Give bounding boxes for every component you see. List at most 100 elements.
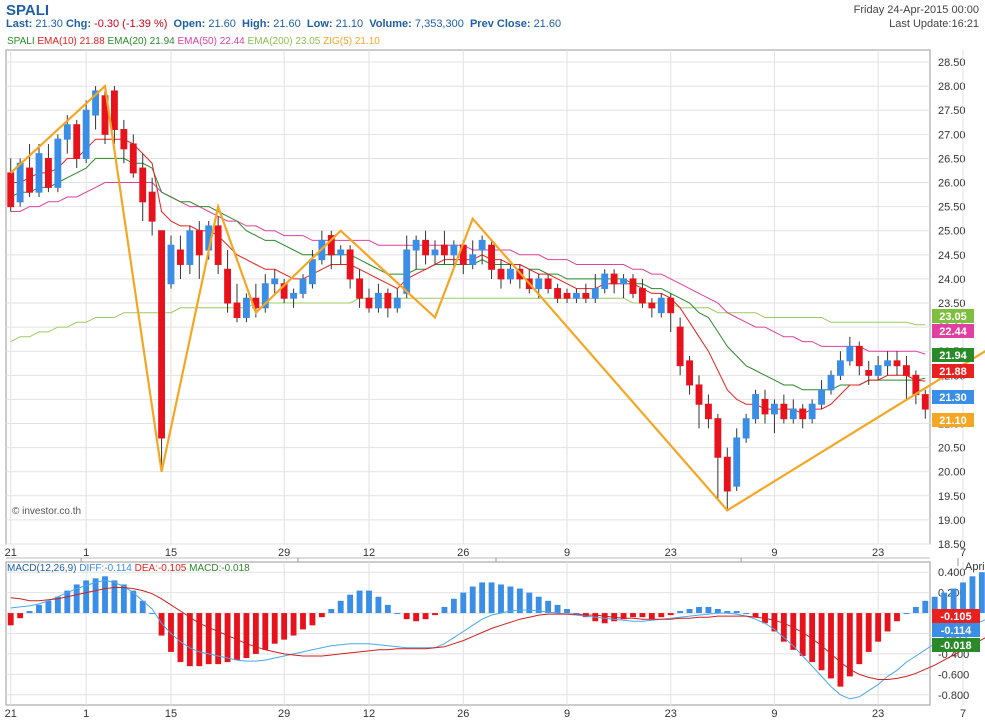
last-update: Last Update:16:21 — [889, 18, 979, 30]
candle — [789, 399, 797, 424]
macd-bar — [139, 600, 146, 614]
candle — [422, 230, 429, 265]
candle — [195, 221, 203, 279]
price-axis-tick-25.50: 25.50 — [938, 202, 966, 214]
macd-bar — [837, 613, 844, 687]
candle-body — [723, 456, 731, 492]
macd-tag-label: -0.114 — [941, 625, 972, 637]
candle-body — [780, 403, 788, 420]
quote-header: SPALI Last: 21.30 Chg: -0.30 (-1.39 %) O… — [0, 0, 985, 36]
candle — [101, 90, 109, 144]
macd-bar — [960, 582, 966, 614]
macd-bar — [130, 590, 137, 614]
macd-bar — [922, 600, 929, 614]
quote-line: Last: 21.30 Chg: -0.30 (-1.39 %) Open: 2… — [6, 18, 561, 30]
candle-body — [601, 273, 609, 290]
candle-body — [35, 153, 43, 193]
prevclose-value: 21.60 — [533, 18, 562, 30]
candle — [639, 278, 646, 308]
price-axis-tick-18.50: 18.50 — [938, 539, 966, 551]
candle-body — [676, 326, 684, 367]
macd-tag--0.114: -0.114 — [932, 623, 980, 637]
candle-body — [865, 369, 873, 376]
x-tick-23: 23 — [665, 547, 677, 559]
macd-bar — [846, 613, 853, 677]
macd-bar — [460, 592, 467, 614]
macd-bar — [92, 578, 99, 614]
candle — [620, 274, 627, 299]
candle — [921, 389, 929, 419]
macd-bar — [356, 590, 363, 614]
x-tick-9: 9 — [771, 547, 777, 559]
candle — [365, 288, 373, 313]
candle-body — [478, 239, 486, 251]
candle — [893, 351, 901, 376]
candle-body — [92, 90, 99, 116]
candle — [214, 216, 222, 275]
macd-bar — [384, 604, 391, 614]
candle — [309, 250, 316, 289]
candle — [714, 413, 722, 501]
price-axis-tick-28.00: 28.00 — [938, 81, 966, 93]
x-tick-29: 29 — [278, 547, 290, 559]
macd-bar — [903, 613, 910, 615]
price-tag-23.05: 23.05 — [932, 309, 974, 323]
candle-body — [554, 288, 561, 299]
candle-body — [111, 90, 118, 131]
macd-bar — [648, 613, 655, 620]
candle — [610, 269, 618, 294]
candle-body — [54, 138, 62, 188]
high-value: 21.60 — [273, 18, 301, 30]
candle-body — [299, 278, 307, 294]
macd-bar — [743, 613, 750, 615]
candle-body — [365, 297, 373, 309]
candle-body — [337, 249, 345, 256]
price-axis-tick-28.50: 28.50 — [938, 57, 966, 69]
candle-body — [73, 124, 81, 159]
macd-bar — [318, 613, 325, 618]
candle-body — [563, 292, 571, 299]
candle-body — [629, 278, 637, 294]
candle — [723, 447, 731, 511]
candle — [327, 230, 335, 270]
price-axis-tick-26.50: 26.50 — [938, 153, 966, 165]
price-tag-label: 21.30 — [939, 392, 967, 404]
macd-bar — [300, 613, 306, 630]
price-tag-box — [932, 324, 974, 338]
macd-axis-tick-0.400: 0.400 — [938, 567, 966, 579]
macd-bar — [73, 584, 80, 614]
candle-body — [620, 278, 627, 285]
candle — [243, 293, 250, 323]
macd-bar — [941, 592, 948, 614]
candle-body — [488, 244, 495, 270]
candle — [667, 293, 675, 332]
candle-body — [63, 124, 71, 140]
candle-body — [808, 403, 816, 420]
candle — [808, 399, 816, 424]
macd-bar — [658, 613, 665, 618]
candle — [290, 288, 297, 308]
candle-body — [507, 268, 514, 280]
candle — [35, 143, 43, 197]
macd-bar — [215, 613, 222, 665]
chg-label: Chg: — [65, 18, 91, 30]
prevclose-label: Prev Close: — [469, 18, 531, 30]
macd-bar — [83, 580, 90, 614]
macd-tag-box — [932, 638, 980, 652]
macd-bar — [507, 586, 514, 614]
candle-body — [7, 172, 15, 208]
candle — [346, 245, 354, 289]
price-axis-tick-25.00: 25.00 — [938, 226, 966, 238]
macd-axis-tick--0.600: -0.600 — [938, 669, 969, 681]
macd-tag--0.018: -0.018 — [932, 638, 980, 652]
macd-bar — [535, 596, 542, 614]
macd-bar — [564, 608, 570, 614]
candle-body — [261, 283, 269, 309]
macd-bar — [733, 611, 740, 614]
zigzag-line — [9, 83, 985, 512]
macd-bar — [488, 582, 495, 614]
candle — [441, 230, 448, 265]
macd-bar — [554, 604, 561, 614]
macd-bar — [865, 613, 872, 652]
